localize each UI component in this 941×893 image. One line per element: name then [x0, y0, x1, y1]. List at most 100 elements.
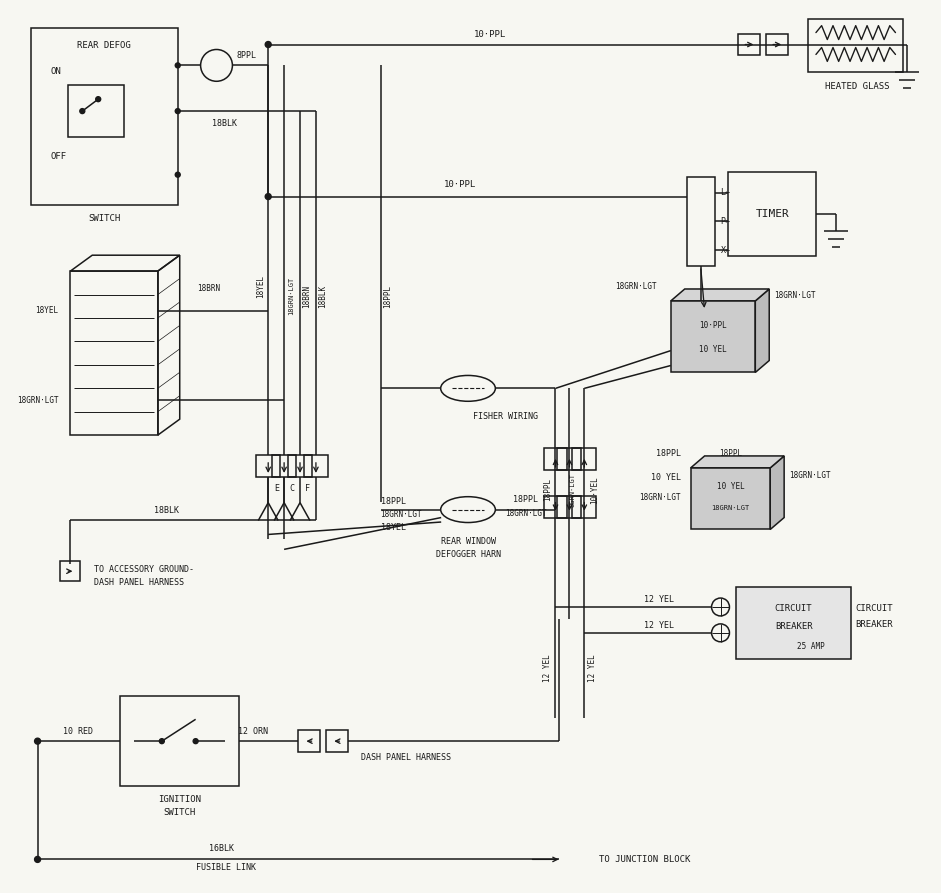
Text: 18GRN·LGT: 18GRN·LGT — [288, 277, 295, 315]
Text: DASH PANEL HARNESS: DASH PANEL HARNESS — [360, 753, 451, 762]
Text: SWITCH: SWITCH — [88, 214, 120, 223]
Text: 18BRN: 18BRN — [198, 285, 221, 294]
Text: DEFOGGER HARN: DEFOGGER HARN — [436, 550, 501, 559]
Text: 18GRN·LGT: 18GRN·LGT — [711, 505, 750, 511]
Text: 18GRN·LGT: 18GRN·LGT — [774, 291, 816, 300]
Text: 18BLK: 18BLK — [318, 284, 327, 307]
Text: IGNITION: IGNITION — [158, 796, 201, 805]
Text: 18BRN: 18BRN — [302, 284, 311, 307]
Text: P←: P← — [721, 217, 730, 226]
Text: 10·PPL: 10·PPL — [473, 30, 506, 39]
Text: 12 YEL: 12 YEL — [644, 595, 674, 604]
Text: HEATED GLASS: HEATED GLASS — [825, 82, 890, 91]
Circle shape — [265, 42, 271, 47]
Text: 18GRN·LGT: 18GRN·LGT — [639, 493, 680, 502]
Bar — [120, 697, 239, 786]
Bar — [671, 301, 756, 372]
Bar — [69, 85, 124, 137]
Bar — [572, 448, 597, 470]
Bar — [572, 496, 597, 518]
Text: 18GRN·LGT: 18GRN·LGT — [17, 396, 58, 405]
Circle shape — [80, 109, 85, 113]
Text: REAR DEFOG: REAR DEFOG — [77, 41, 131, 50]
Bar — [557, 496, 582, 518]
Bar — [60, 562, 80, 581]
Bar — [298, 730, 320, 752]
Text: BREAKER: BREAKER — [855, 621, 893, 630]
Text: 18PPL: 18PPL — [656, 449, 680, 458]
Text: 8GRN·LGT: 8GRN·LGT — [569, 472, 575, 506]
Text: 10 YEL: 10 YEL — [717, 482, 744, 491]
Text: 18PPL: 18PPL — [543, 478, 552, 501]
Bar — [544, 448, 567, 470]
Bar — [739, 34, 760, 55]
Text: L←: L← — [721, 188, 730, 197]
Text: 12 YEL: 12 YEL — [543, 655, 552, 682]
Text: 10 YEL: 10 YEL — [699, 345, 727, 354]
Text: 18PPL: 18PPL — [513, 495, 538, 505]
Text: 25 AMP: 25 AMP — [797, 642, 824, 651]
Bar — [272, 455, 296, 477]
Circle shape — [175, 109, 181, 113]
Text: FUSIBLE LINK: FUSIBLE LINK — [197, 863, 257, 872]
Polygon shape — [771, 456, 784, 530]
Circle shape — [35, 856, 40, 863]
Text: OFF: OFF — [51, 153, 67, 162]
Bar — [728, 171, 816, 256]
Text: CIRCUIT: CIRCUIT — [774, 605, 812, 613]
Text: 18PPL: 18PPL — [380, 497, 406, 506]
Text: 10 RED: 10 RED — [63, 727, 93, 736]
Polygon shape — [691, 456, 784, 468]
Text: 18BLK: 18BLK — [154, 506, 180, 515]
Text: E  C  F: E C F — [275, 484, 310, 493]
Circle shape — [175, 172, 181, 177]
Text: SWITCH: SWITCH — [164, 808, 196, 817]
Bar — [288, 455, 312, 477]
Text: 10·PPL: 10·PPL — [444, 180, 476, 189]
Text: 18GRN·LGT: 18GRN·LGT — [789, 472, 831, 480]
Text: 18BLK: 18BLK — [212, 119, 236, 128]
Bar — [557, 448, 582, 470]
Circle shape — [193, 739, 199, 744]
Bar — [737, 587, 851, 659]
Text: 16BLK: 16BLK — [209, 844, 234, 853]
Bar — [808, 19, 903, 72]
Text: FISHER WIRING: FISHER WIRING — [473, 412, 538, 421]
Text: BREAKER: BREAKER — [774, 622, 812, 631]
Text: 10·PPL: 10·PPL — [699, 321, 727, 330]
Polygon shape — [756, 289, 769, 372]
Text: 12 YEL: 12 YEL — [644, 622, 674, 630]
Circle shape — [175, 63, 181, 68]
Text: TIMER: TIMER — [756, 209, 789, 219]
Text: 18YEL: 18YEL — [36, 306, 58, 315]
Text: 12 YEL: 12 YEL — [588, 655, 597, 682]
Bar — [71, 271, 158, 435]
Bar — [31, 28, 178, 204]
Text: 10·YEL: 10·YEL — [590, 476, 598, 504]
Text: CIRCUIT: CIRCUIT — [855, 605, 893, 613]
Circle shape — [96, 96, 101, 102]
Text: 18PPL: 18PPL — [719, 449, 742, 458]
Polygon shape — [671, 289, 769, 301]
Bar — [544, 496, 567, 518]
Text: 18PPL: 18PPL — [383, 284, 392, 307]
Text: TO JUNCTION BLOCK: TO JUNCTION BLOCK — [599, 855, 691, 864]
Text: 10 YEL: 10 YEL — [651, 473, 680, 482]
Bar — [687, 177, 714, 266]
Text: 8PPL: 8PPL — [236, 51, 256, 60]
Bar — [766, 34, 789, 55]
Text: 18GRN·LGT: 18GRN·LGT — [615, 281, 657, 290]
Bar — [304, 455, 327, 477]
Text: 18YEL: 18YEL — [380, 523, 406, 532]
Circle shape — [159, 739, 165, 744]
Text: 18YEL: 18YEL — [256, 274, 264, 297]
Text: TO ACCESSORY GROUND-: TO ACCESSORY GROUND- — [94, 564, 194, 573]
Text: DASH PANEL HARNESS: DASH PANEL HARNESS — [94, 578, 184, 587]
Text: ON: ON — [51, 67, 61, 76]
Text: REAR WINDOW: REAR WINDOW — [440, 537, 496, 546]
Bar — [256, 455, 280, 477]
Bar — [326, 730, 348, 752]
Text: 18GRN·LGT: 18GRN·LGT — [505, 509, 547, 518]
Text: 18GRN·LGT: 18GRN·LGT — [380, 510, 423, 519]
Circle shape — [265, 194, 271, 199]
